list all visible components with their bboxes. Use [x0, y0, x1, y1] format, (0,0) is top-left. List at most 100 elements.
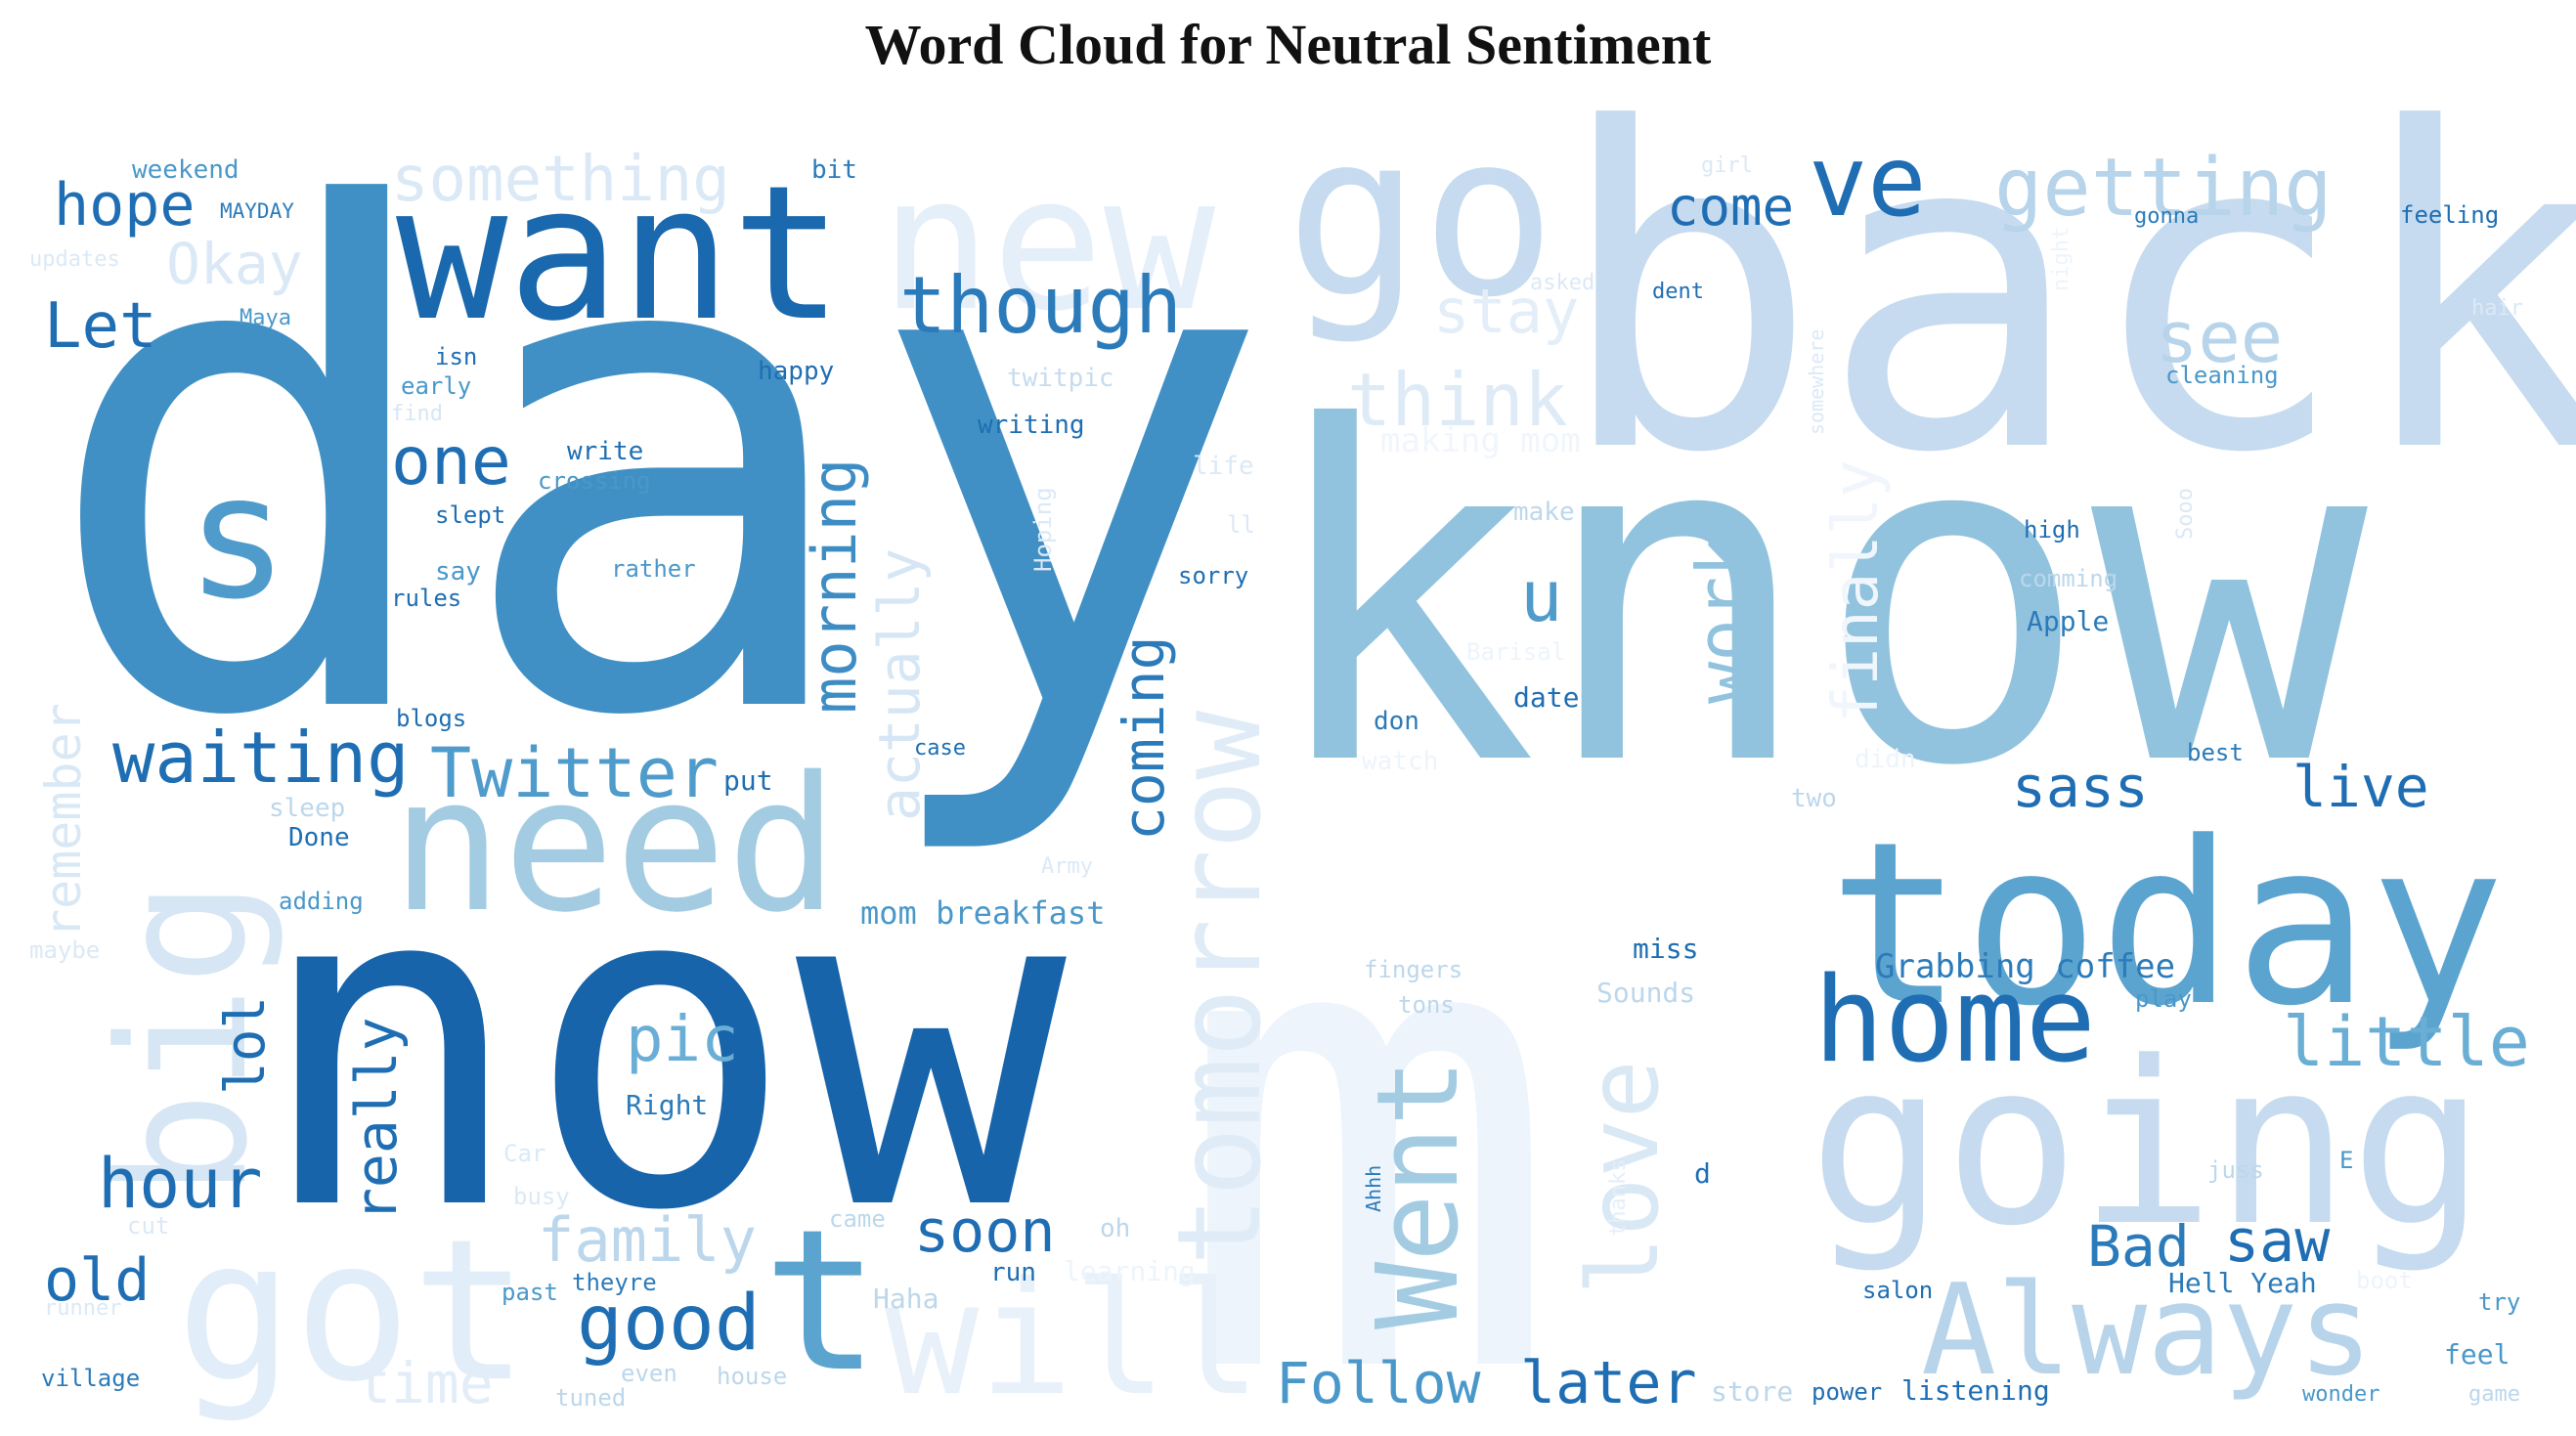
word-mayday: MAYDAY — [220, 199, 294, 223]
word-mom-breakfast: mom breakfast — [860, 894, 1105, 932]
word-game: game — [2468, 1382, 2520, 1407]
word-learning: learning — [1064, 1255, 1196, 1287]
word-though: though — [899, 260, 1182, 351]
word-two: two — [1791, 784, 1837, 813]
word-sounds: Sounds — [1596, 977, 1695, 1009]
word-d: d — [1694, 1157, 1711, 1190]
word-find: find — [391, 402, 443, 426]
word-s: s — [186, 439, 288, 637]
word-past: past — [502, 1279, 558, 1306]
word-crossing: crossing — [538, 467, 651, 495]
word-best: best — [2187, 739, 2244, 766]
word-little: little — [2283, 1002, 2530, 1082]
word-gonna: gonna — [2134, 204, 2199, 229]
word-haha: Haha — [873, 1283, 939, 1315]
word-didn: didn — [1855, 745, 1916, 774]
word-know: know — [1261, 331, 2371, 866]
word-hope: hope — [54, 171, 196, 239]
word-army: Army — [1041, 854, 1093, 879]
word-watch: watch — [1362, 747, 1438, 776]
word-one: one — [391, 423, 511, 500]
word-even: even — [621, 1360, 677, 1387]
word-new: new — [880, 136, 1216, 352]
word-came: came — [829, 1205, 886, 1233]
word-twitpic: twitpic — [1007, 364, 1114, 393]
word-date: date — [1513, 681, 1579, 714]
word-grabbing-coffee: Grabbing coffee — [1875, 947, 2175, 986]
word-hell-yeah: Hell Yeah — [2168, 1267, 2317, 1299]
word-make: make — [1513, 498, 1575, 527]
word-rules: rules — [391, 585, 461, 612]
word-went: Went — [1353, 1059, 1484, 1329]
word-going: going — [1809, 1015, 2485, 1276]
word-busy: busy — [513, 1183, 570, 1210]
word-weekend: weekend — [132, 155, 240, 185]
word-big: big — [82, 880, 286, 1197]
word-car: Car — [503, 1140, 546, 1167]
word-morning: morning — [799, 458, 870, 714]
word-comming: comming — [2019, 565, 2118, 592]
word-try: try — [2478, 1288, 2520, 1316]
word-t: t — [763, 1188, 880, 1415]
word-follow: Follow — [1276, 1350, 1481, 1416]
word-stay: stay — [1433, 276, 1579, 347]
word-bad: Bad — [2087, 1213, 2190, 1280]
word-sass: sass — [2012, 754, 2149, 820]
word-dent: dent — [1652, 280, 1704, 304]
word-oh: oh — [1100, 1214, 1130, 1243]
word-go: go — [1286, 86, 1556, 347]
word-m: m — [1173, 764, 1561, 1436]
word-rather: rather — [611, 555, 696, 583]
word-later: later — [1520, 1349, 1697, 1417]
word-sorry: sorry — [1178, 562, 1248, 589]
word-waiting: waiting — [112, 717, 409, 799]
word-put: put — [723, 764, 773, 797]
word-adding: adding — [279, 888, 364, 915]
word-need: need — [391, 737, 839, 953]
word-isn: isn — [435, 343, 477, 370]
word-time: time — [357, 1350, 494, 1416]
word-high: high — [2024, 516, 2080, 544]
word-okay: Okay — [166, 231, 303, 297]
word-case: case — [914, 736, 966, 761]
word-right: Right — [626, 1089, 708, 1121]
word-early: early — [401, 372, 471, 400]
word-feel: feel — [2444, 1338, 2510, 1371]
word-hoping: Hoping — [1029, 487, 1057, 572]
word-hair: hair — [2471, 296, 2523, 321]
word-apple: Apple — [2027, 605, 2109, 637]
word-somewhere: somewhere — [1805, 329, 1828, 435]
word-juss: juss — [2207, 1156, 2264, 1184]
word-u: u — [1520, 555, 1562, 637]
word-remember: remember — [35, 703, 92, 938]
word-salon: salon — [1862, 1277, 1933, 1304]
word-boot: boot — [2356, 1267, 2413, 1294]
word-theyre: theyre — [572, 1269, 657, 1296]
word-listening: listening — [1901, 1374, 2050, 1407]
word-feeling: feeling — [2400, 201, 2499, 229]
word-want: want — [396, 146, 844, 362]
word-tons: tons — [1398, 991, 1455, 1019]
word-bit: bit — [811, 155, 857, 185]
word-always: Always — [1921, 1258, 2373, 1404]
word-family: family — [538, 1204, 757, 1276]
word-live: live — [2292, 754, 2429, 820]
word-ll: ll — [1227, 511, 1255, 539]
word-soon: soon — [914, 1197, 1056, 1266]
word-thanks: thanks — [1606, 1159, 1631, 1237]
word-see: see — [2156, 296, 2283, 378]
word-lol: lol — [214, 996, 278, 1095]
word-getting: getting — [1994, 142, 2333, 235]
word-writing: writing — [978, 411, 1085, 440]
word-night: night — [2049, 227, 2074, 291]
word-sooo: Sooo — [2173, 488, 2198, 540]
word-hour: hour — [98, 1144, 263, 1224]
word-cleaning: cleaning — [2165, 362, 2279, 389]
word-day: day — [39, 69, 1275, 866]
word-tomorrow: tomorrow — [1152, 710, 1287, 1266]
word-will: will — [885, 1247, 1261, 1430]
word-happy: happy — [758, 357, 834, 386]
word-making-mom: making mom — [1380, 421, 1581, 460]
word-work: work — [1681, 535, 1764, 704]
